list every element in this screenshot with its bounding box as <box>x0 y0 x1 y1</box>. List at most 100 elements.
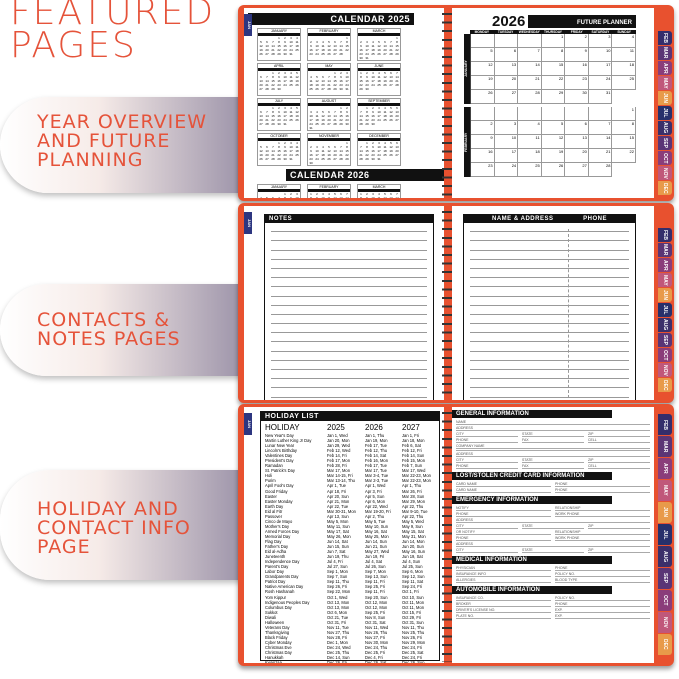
day-cell[interactable]: 12 <box>471 62 495 76</box>
day-cell[interactable]: 13 <box>494 62 519 76</box>
day-cell[interactable]: 1 <box>541 34 566 48</box>
form-field[interactable]: CELL <box>588 438 650 443</box>
form-field[interactable]: COMPANY NAME <box>456 444 650 449</box>
form-field[interactable]: CITY <box>456 548 518 553</box>
day-cell[interactable]: 13 <box>565 135 589 149</box>
form-field[interactable]: PHONE <box>555 488 650 493</box>
tab-may[interactable]: MAY <box>658 76 672 90</box>
form-field[interactable]: RELATIONSHIP <box>555 530 650 535</box>
day-cell[interactable]: 10 <box>494 135 519 149</box>
day-cell[interactable]: 10 <box>588 48 613 62</box>
form-field[interactable]: STATE <box>522 524 584 529</box>
tab-may[interactable]: MAY <box>658 480 672 501</box>
day-cell[interactable]: 31 <box>588 90 613 104</box>
day-cell[interactable]: 24 <box>588 76 613 90</box>
day-cell[interactable]: 4 <box>612 34 636 48</box>
day-cell[interactable]: 24 <box>494 163 519 177</box>
day-cell[interactable]: 25 <box>612 76 636 90</box>
tab-apr[interactable]: APR <box>658 61 672 75</box>
day-cell[interactable]: 22 <box>541 76 566 90</box>
tab-jul[interactable]: JUL <box>658 303 672 317</box>
tab-sep[interactable]: SEP <box>658 333 672 347</box>
tab-oct[interactable]: OCT <box>658 151 672 165</box>
day-cell[interactable]: 19 <box>541 149 566 163</box>
tab-aug[interactable]: AUG <box>658 318 672 332</box>
day-cell[interactable]: 23 <box>565 76 589 90</box>
form-field[interactable]: POLICY NO. <box>555 596 650 601</box>
tab-apr[interactable]: APR <box>658 458 672 479</box>
day-cell[interactable]: 7 <box>518 48 542 62</box>
form-field[interactable]: NOTIFY <box>456 506 551 511</box>
day-cell[interactable]: 5 <box>541 121 566 135</box>
form-field[interactable]: CITY <box>456 432 518 437</box>
tab-nov[interactable]: NOV <box>658 363 672 377</box>
tab-feb[interactable]: FEB <box>658 31 672 45</box>
form-field[interactable]: CARD NAME <box>456 488 551 493</box>
form-field[interactable]: NAME <box>456 420 650 425</box>
day-cell[interactable]: 27 <box>494 90 519 104</box>
day-cell[interactable]: 8 <box>541 48 566 62</box>
day-cell[interactable]: 14 <box>588 135 613 149</box>
tab-sep[interactable]: SEP <box>658 568 672 589</box>
form-field[interactable]: EXP. <box>555 614 650 619</box>
form-field[interactable]: STATE <box>522 458 584 463</box>
tab-oct[interactable]: OCT <box>658 348 672 362</box>
form-field[interactable]: ADDRESS <box>456 518 650 523</box>
tab-dec[interactable]: DEC <box>658 378 672 392</box>
form-field[interactable]: EXP. <box>555 608 650 613</box>
form-field[interactable]: ADDRESS <box>456 452 650 457</box>
day-cell[interactable]: 6 <box>565 121 589 135</box>
day-cell[interactable]: 7 <box>588 121 613 135</box>
day-cell[interactable]: 2 <box>471 121 495 135</box>
day-cell[interactable]: 17 <box>494 149 519 163</box>
form-field[interactable]: FAX <box>522 438 584 443</box>
tab-nov[interactable]: NOV <box>658 166 672 180</box>
day-cell[interactable]: 9 <box>565 48 589 62</box>
form-field[interactable]: CITY <box>456 458 518 463</box>
day-cell[interactable]: 3 <box>494 121 519 135</box>
day-cell[interactable]: 27 <box>565 163 589 177</box>
tab-jun[interactable]: JUN <box>658 91 672 105</box>
form-field[interactable]: CELL <box>588 464 650 469</box>
tab-feb[interactable]: FEB <box>658 414 672 435</box>
day-cell[interactable]: 12 <box>541 135 566 149</box>
day-cell[interactable]: 15 <box>612 135 636 149</box>
day-cell[interactable]: 18 <box>518 149 542 163</box>
tab-oct[interactable]: OCT <box>658 590 672 611</box>
form-field[interactable]: PHONE <box>456 438 518 443</box>
day-cell[interactable]: 16 <box>471 149 495 163</box>
form-field[interactable]: PHONE <box>555 566 650 571</box>
form-field[interactable]: INSURANCE INFO <box>456 572 551 577</box>
day-cell[interactable]: 3 <box>588 34 613 48</box>
form-field[interactable]: STATE <box>522 548 584 553</box>
form-field[interactable]: PHONE <box>456 536 551 541</box>
tab-mar[interactable]: MAR <box>658 46 672 60</box>
tab-may[interactable]: MAY <box>658 273 672 287</box>
form-field[interactable]: OR NOTIFY <box>456 530 551 535</box>
form-field[interactable]: PHONE <box>456 464 518 469</box>
tab-jan[interactable]: JAN <box>244 212 252 234</box>
form-field[interactable]: BROKER <box>456 602 551 607</box>
day-cell[interactable]: 28 <box>518 90 542 104</box>
day-cell[interactable]: 5 <box>471 48 495 62</box>
notes-lines[interactable] <box>265 223 433 398</box>
form-field[interactable]: DRIVER'S LICENSE NO. <box>456 608 551 613</box>
day-cell[interactable]: 19 <box>471 76 495 90</box>
day-cell[interactable]: 6 <box>494 48 519 62</box>
day-cell[interactable]: 20 <box>565 149 589 163</box>
form-field[interactable]: ADDRESS <box>456 426 650 431</box>
day-cell[interactable]: 16 <box>565 62 589 76</box>
day-cell[interactable]: 18 <box>612 62 636 76</box>
form-field[interactable]: PHYSICIAN <box>456 566 551 571</box>
day-cell[interactable]: 9 <box>471 135 495 149</box>
tab-aug[interactable]: AUG <box>658 121 672 135</box>
form-field[interactable]: PHONE <box>555 602 650 607</box>
tab-jun[interactable]: JUN <box>658 288 672 302</box>
form-field[interactable]: ADDRESS <box>456 542 650 547</box>
form-field[interactable]: PHONE <box>456 512 551 517</box>
tab-jun[interactable]: JUN <box>658 502 672 523</box>
form-field[interactable]: ZIP <box>588 524 650 529</box>
contact-lines[interactable] <box>464 223 635 398</box>
tab-jul[interactable]: JUL <box>658 106 672 120</box>
tab-apr[interactable]: APR <box>658 258 672 272</box>
